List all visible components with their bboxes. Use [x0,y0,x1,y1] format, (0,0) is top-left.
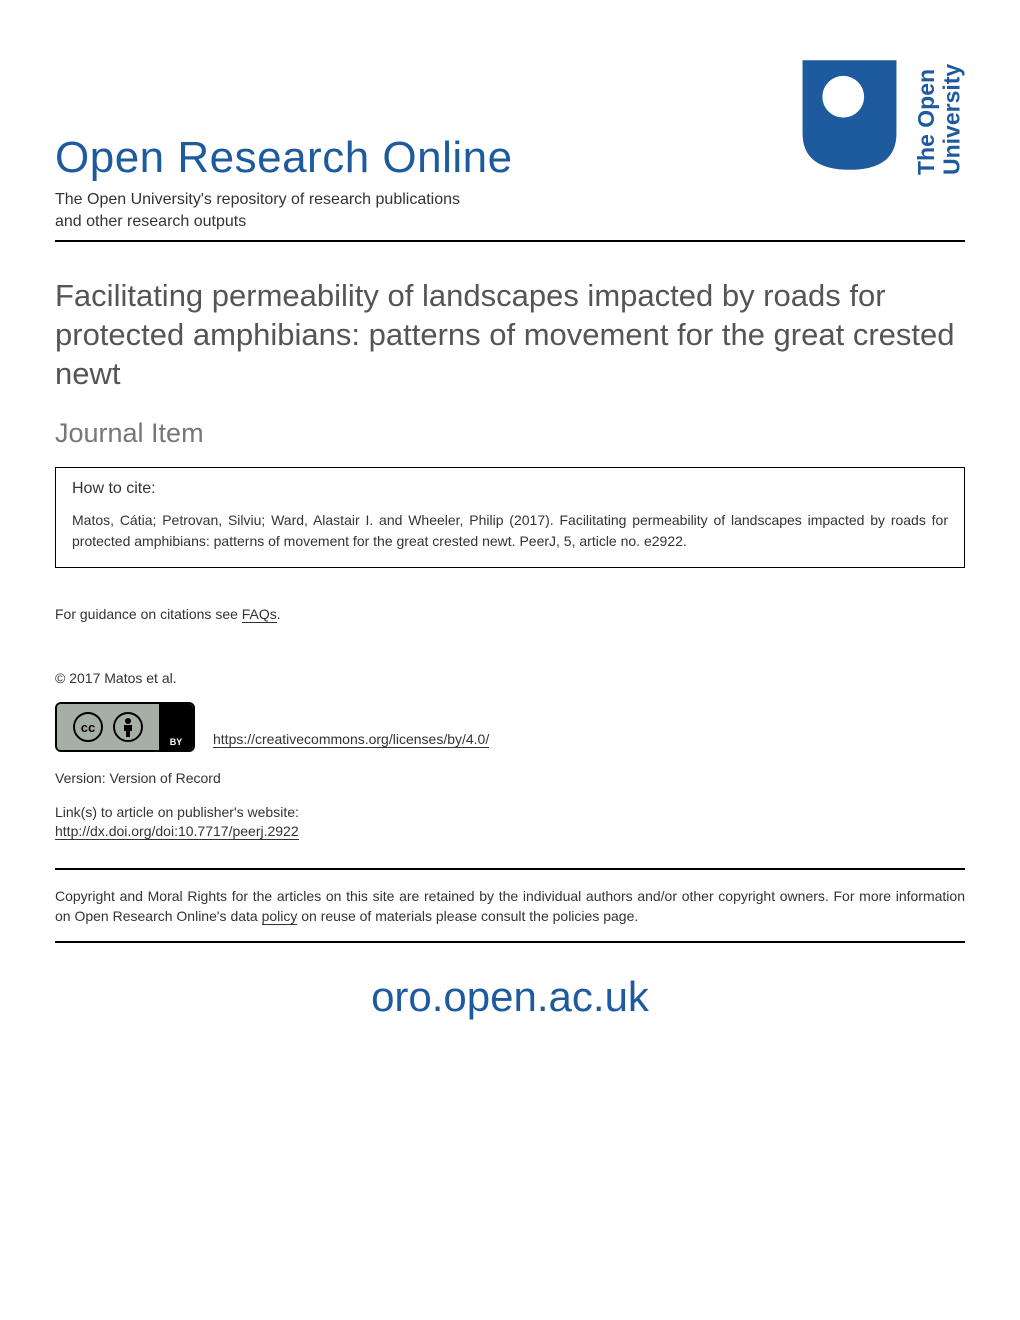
university-name: The Open University [914,55,965,175]
by-label: BY [159,704,193,750]
citation-label: How to cite: [72,480,948,498]
cc-license-badge: cc BY [55,702,195,752]
attribution-icon [113,712,143,742]
article-title: Facilitating permeability of landscapes … [55,277,965,393]
version-text: Version: Version of Record [55,770,965,786]
copyright-text: © 2017 Matos et al. [55,670,965,686]
shield-icon [797,55,902,175]
bottom-divider [55,941,965,943]
header-divider [55,240,965,242]
footer-url: oro.open.ac.uk [55,973,965,1021]
license-link[interactable]: https://creativecommons.org/licenses/by/… [213,731,489,748]
mid-divider [55,868,965,870]
publisher-links-label: Link(s) to article on publisher's websit… [55,804,965,820]
site-title: Open Research Online [55,133,797,183]
university-logo: The Open University [797,55,965,175]
site-subtitle: The Open University's repository of rese… [55,189,965,232]
cc-icon: cc [73,712,103,742]
policy-link[interactable]: policy [262,908,298,925]
rights-text: Copyright and Moral Rights for the artic… [55,886,965,927]
item-type: Journal Item [55,418,965,449]
guidance-text: For guidance on citations see FAQs. [55,606,965,622]
doi-link[interactable]: http://dx.doi.org/doi:10.7717/peerj.2922 [55,823,299,840]
citation-box: How to cite: Matos, Cátia; Petrovan, Sil… [55,467,965,568]
faqs-link[interactable]: FAQs [242,606,277,623]
citation-text: Matos, Cátia; Petrovan, Silviu; Ward, Al… [72,510,948,551]
